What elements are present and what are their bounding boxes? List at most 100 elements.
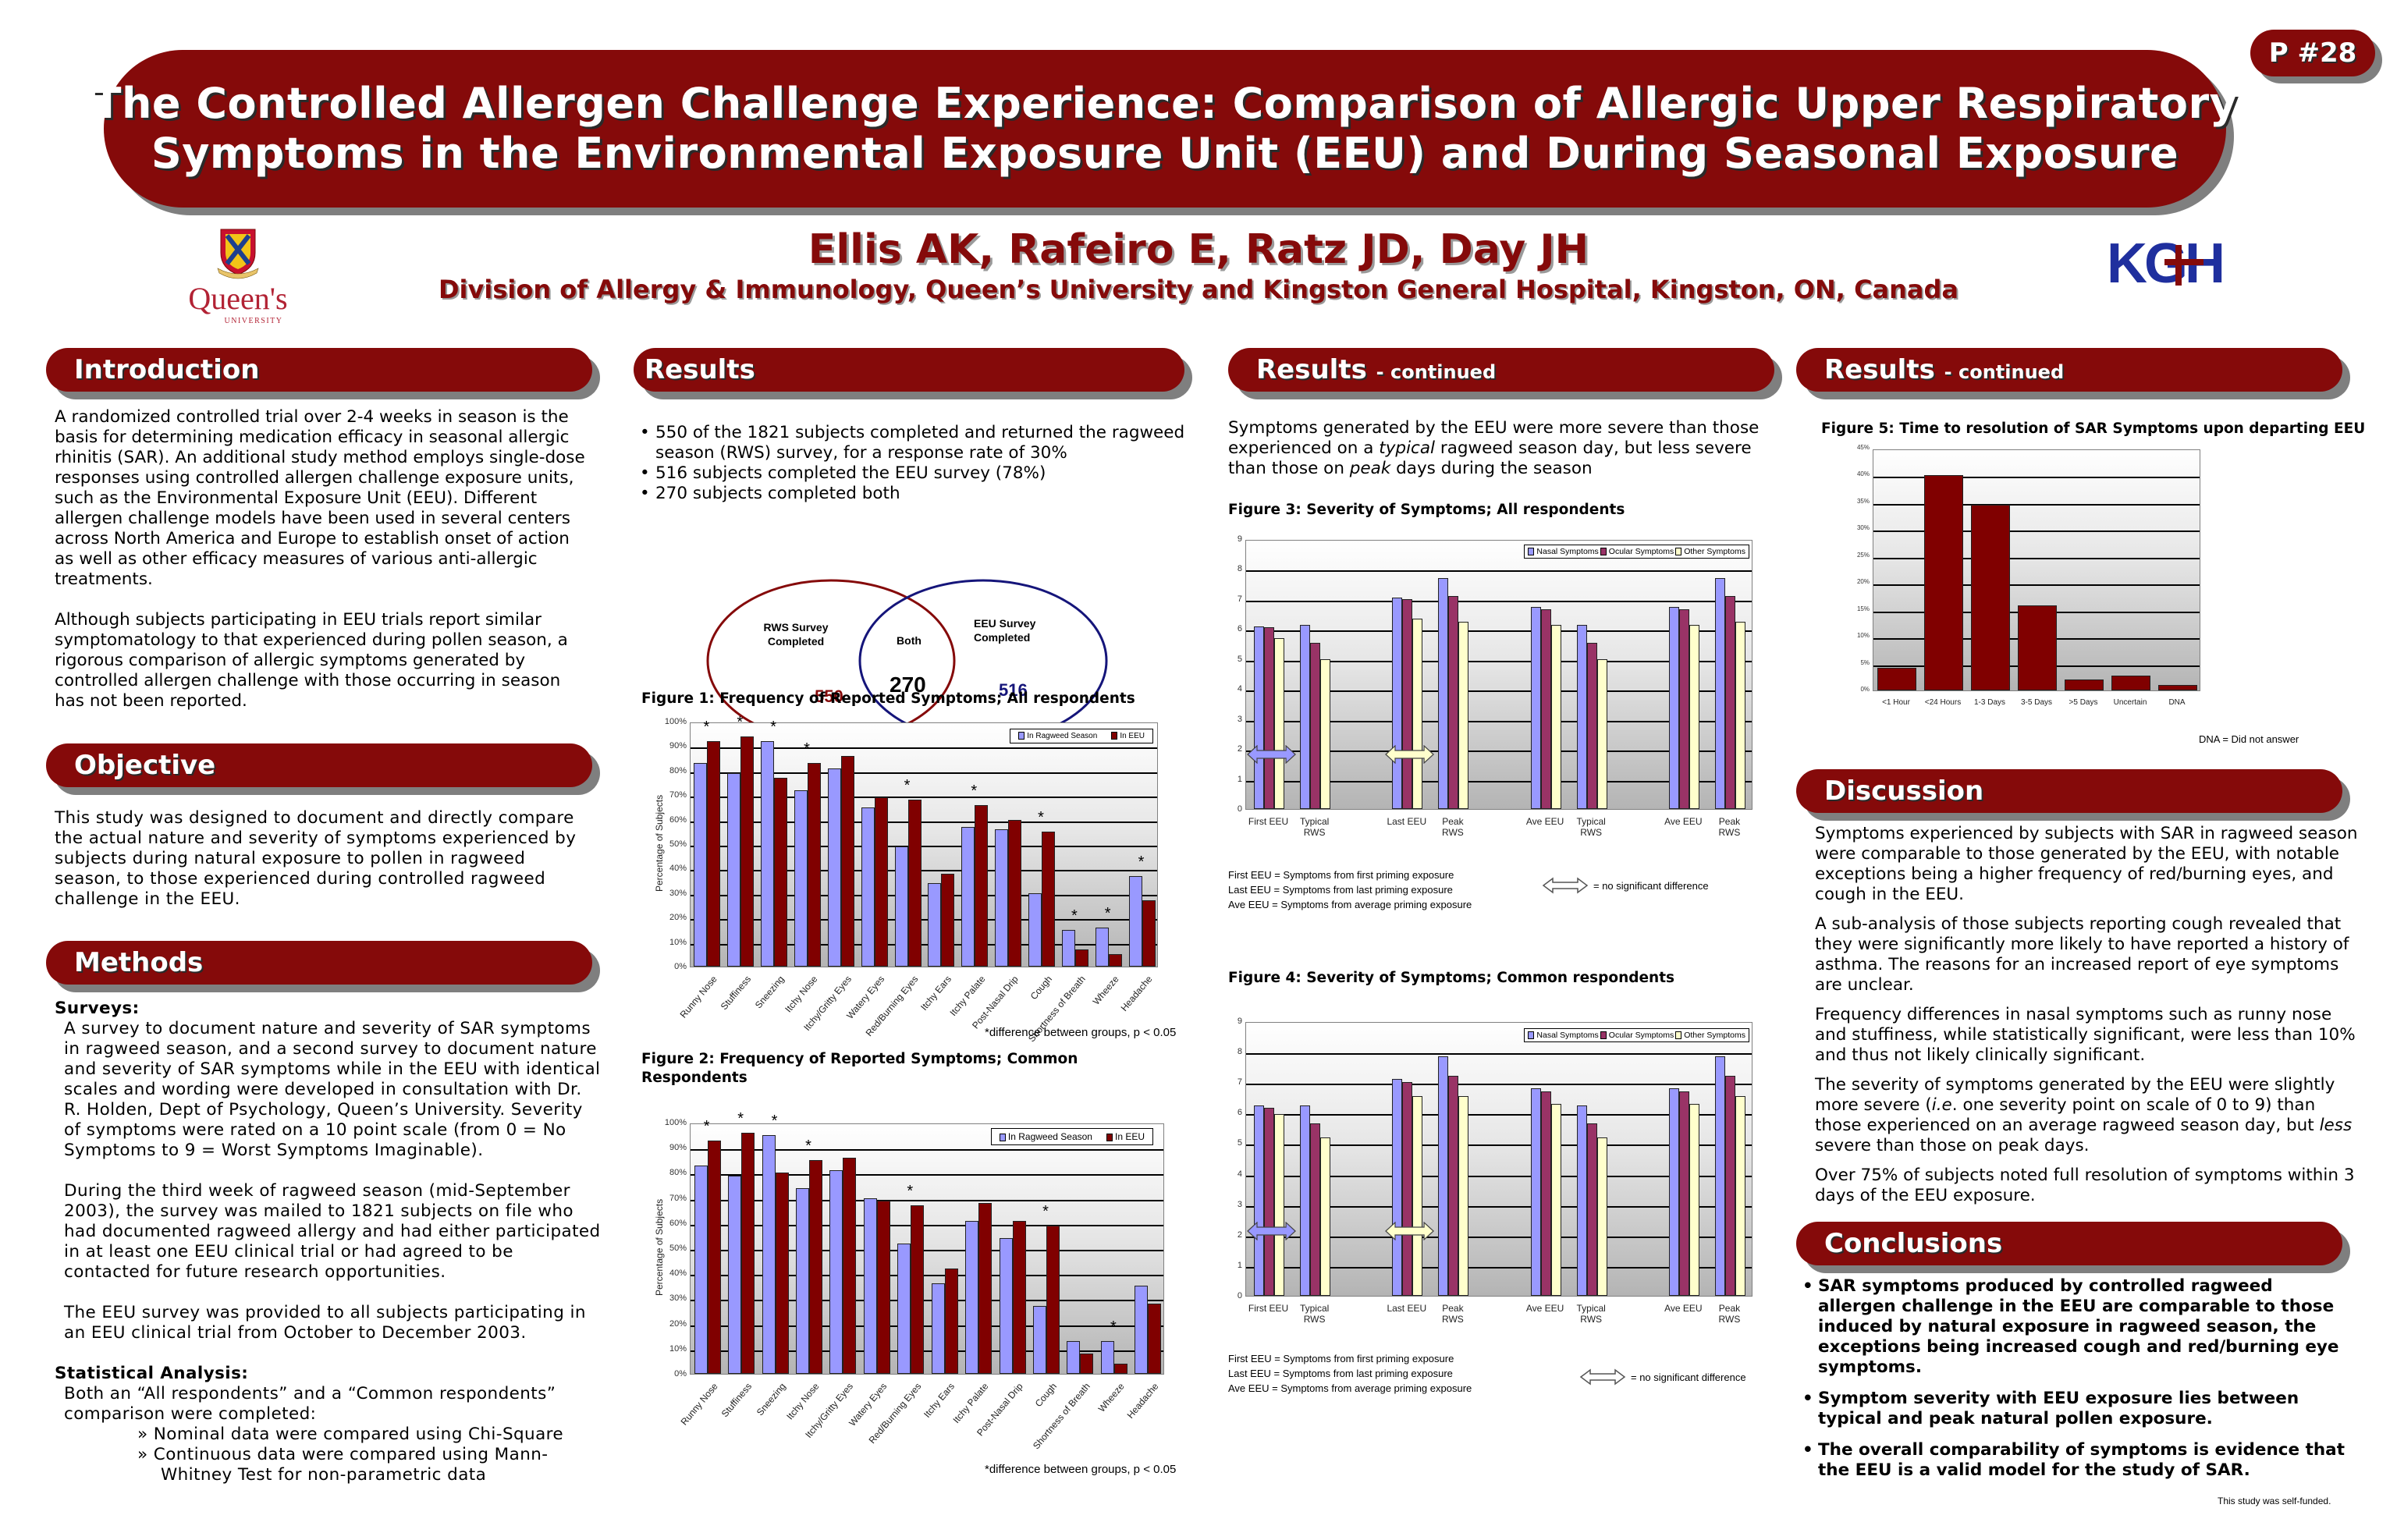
x-tick-label: Typical RWS bbox=[1299, 816, 1330, 838]
bar bbox=[1550, 1103, 1561, 1296]
poster-title-line-2: Symptoms in the Environmental Exposure U… bbox=[151, 129, 2179, 178]
y-tick-label: 6 bbox=[1237, 1108, 1242, 1118]
x-tick-label: Typical RWS bbox=[1576, 816, 1606, 838]
significance-star: * bbox=[771, 1112, 778, 1130]
plot-area bbox=[690, 1123, 1164, 1375]
gridline bbox=[691, 1174, 1163, 1176]
y-tick-label: 5% bbox=[1860, 658, 1870, 666]
y-tick-label: 5 bbox=[1237, 654, 1242, 664]
significance-star: * bbox=[1110, 1318, 1117, 1336]
x-tick-label: Ave EEU bbox=[1664, 1303, 1703, 1314]
venn-right-value: 516 bbox=[999, 680, 1028, 700]
legend-swatch bbox=[1675, 1031, 1682, 1040]
bar bbox=[1412, 1095, 1423, 1296]
bar bbox=[1274, 1114, 1285, 1296]
x-tick-label: Typical RWS bbox=[1576, 1303, 1606, 1325]
gridline bbox=[1246, 780, 1752, 782]
bar bbox=[1310, 642, 1321, 809]
x-tick-label: <1 Hour bbox=[1882, 698, 1910, 707]
gridline bbox=[1246, 630, 1752, 633]
x-tick-label: Runny Nose bbox=[678, 1381, 720, 1428]
gridline bbox=[691, 1250, 1163, 1251]
y-tick-label: 0 bbox=[1237, 1291, 1242, 1300]
x-tick-label: >5 Days bbox=[2069, 698, 2098, 707]
section-header-objective: Objective bbox=[46, 743, 592, 787]
y-axis-label: Percentage of Subjects bbox=[654, 1198, 665, 1296]
y-tick-label: 90% bbox=[669, 1143, 687, 1153]
bar bbox=[1300, 1105, 1311, 1296]
bar bbox=[2065, 679, 2104, 690]
y-tick-label: 20% bbox=[669, 913, 687, 923]
bar bbox=[1080, 1354, 1094, 1374]
gridline bbox=[691, 943, 1157, 946]
significance-star: * bbox=[1104, 904, 1111, 922]
figure-3-arrow-legend: = no significant difference bbox=[1542, 877, 1709, 894]
x-tick-label: Peak RWS bbox=[1718, 1303, 1741, 1325]
chart-legend: Nasal Symptoms Ocular Symptoms Other Sympt… bbox=[1524, 1028, 1749, 1042]
svg-text:UNIVERSITY: UNIVERSITY bbox=[225, 317, 283, 325]
bar bbox=[727, 772, 741, 967]
venn-right-label: EEU Survey Completed bbox=[974, 617, 1036, 644]
bar bbox=[999, 1238, 1013, 1374]
bar bbox=[1128, 875, 1142, 967]
section-header-methods: Methods bbox=[46, 941, 592, 985]
y-tick-label: 0% bbox=[674, 1369, 687, 1379]
conclusions-bullets: SAR symptoms produced by controlled ragw… bbox=[1802, 1276, 2349, 1481]
bar bbox=[1067, 1341, 1081, 1374]
discussion-paragraph: A sub-analysis of those subjects reporti… bbox=[1815, 914, 2349, 995]
x-tick-label: Sneezing bbox=[752, 974, 787, 1011]
y-tick-label: 30% bbox=[669, 1293, 687, 1304]
y-tick-label: 25% bbox=[1856, 551, 1870, 559]
results-bullet: 270 subjects completed both bbox=[640, 484, 1186, 504]
significance-star: * bbox=[703, 1117, 710, 1135]
gridline bbox=[691, 1275, 1163, 1277]
figure-3-chart: 0 1 2 3 4 5 6 7 8 9 First EEU Typical RWS Last EEU Pea… bbox=[1228, 534, 1759, 861]
gridline bbox=[691, 894, 1157, 896]
bar bbox=[874, 797, 888, 967]
section-header-introduction: Introduction bbox=[46, 348, 592, 392]
y-tick-label: 100% bbox=[664, 1118, 687, 1127]
introduction-paragraph: Although subjects participating in EEU t… bbox=[55, 610, 568, 711]
bar bbox=[1530, 606, 1541, 809]
y-tick-label: 4 bbox=[1237, 684, 1242, 694]
significance-star: * bbox=[805, 1137, 811, 1155]
funding-note: This study was self-funded. bbox=[2218, 1496, 2331, 1506]
y-tick-label: 3 bbox=[1237, 1199, 1242, 1209]
bar bbox=[1310, 1123, 1321, 1296]
bar bbox=[861, 807, 875, 967]
y-tick-label: 1 bbox=[1237, 774, 1242, 784]
svg-text:Queen's: Queen's bbox=[188, 281, 287, 316]
gridline bbox=[1873, 557, 2200, 559]
bar bbox=[1135, 1286, 1149, 1374]
bar bbox=[911, 1205, 925, 1374]
gridline bbox=[1246, 750, 1752, 753]
section-header-conclusions: Conclusions bbox=[1796, 1222, 2342, 1265]
discussion-paragraph: Frequency differences in nasal symptoms … bbox=[1815, 1005, 2356, 1065]
double-arrow-icon bbox=[1384, 744, 1434, 764]
legend-swatch bbox=[1600, 1031, 1607, 1040]
significance-star: * bbox=[804, 740, 810, 758]
bar bbox=[863, 1198, 877, 1374]
discussion-text: Symptoms experienced by subjects with SA… bbox=[1815, 824, 2361, 1226]
bar bbox=[1714, 577, 1725, 809]
chart-legend: In Ragweed Season In EEU bbox=[1010, 729, 1153, 743]
figure-2-footnote: *difference between groups, p < 0.05 bbox=[985, 1463, 1177, 1476]
venn-center-value: 270 bbox=[890, 672, 926, 697]
significance-star: * bbox=[737, 713, 744, 731]
legend-swatch bbox=[1018, 732, 1025, 740]
bar bbox=[1924, 475, 1963, 690]
x-tick-label: Cough bbox=[1028, 974, 1054, 1002]
bar bbox=[1042, 832, 1055, 967]
y-tick-label: 2 bbox=[1237, 744, 1242, 754]
bar bbox=[1724, 596, 1735, 809]
bar bbox=[1412, 618, 1423, 809]
bar bbox=[1448, 596, 1459, 809]
legend-item: Other Symptoms bbox=[1675, 547, 1745, 556]
y-tick-label: 70% bbox=[669, 1193, 687, 1203]
bar bbox=[1300, 624, 1311, 809]
bar bbox=[1095, 927, 1109, 967]
bar bbox=[975, 804, 989, 967]
bar bbox=[840, 755, 854, 967]
y-tick-label: 10% bbox=[669, 937, 687, 947]
x-tick-label: Ave EEU bbox=[1664, 816, 1703, 827]
